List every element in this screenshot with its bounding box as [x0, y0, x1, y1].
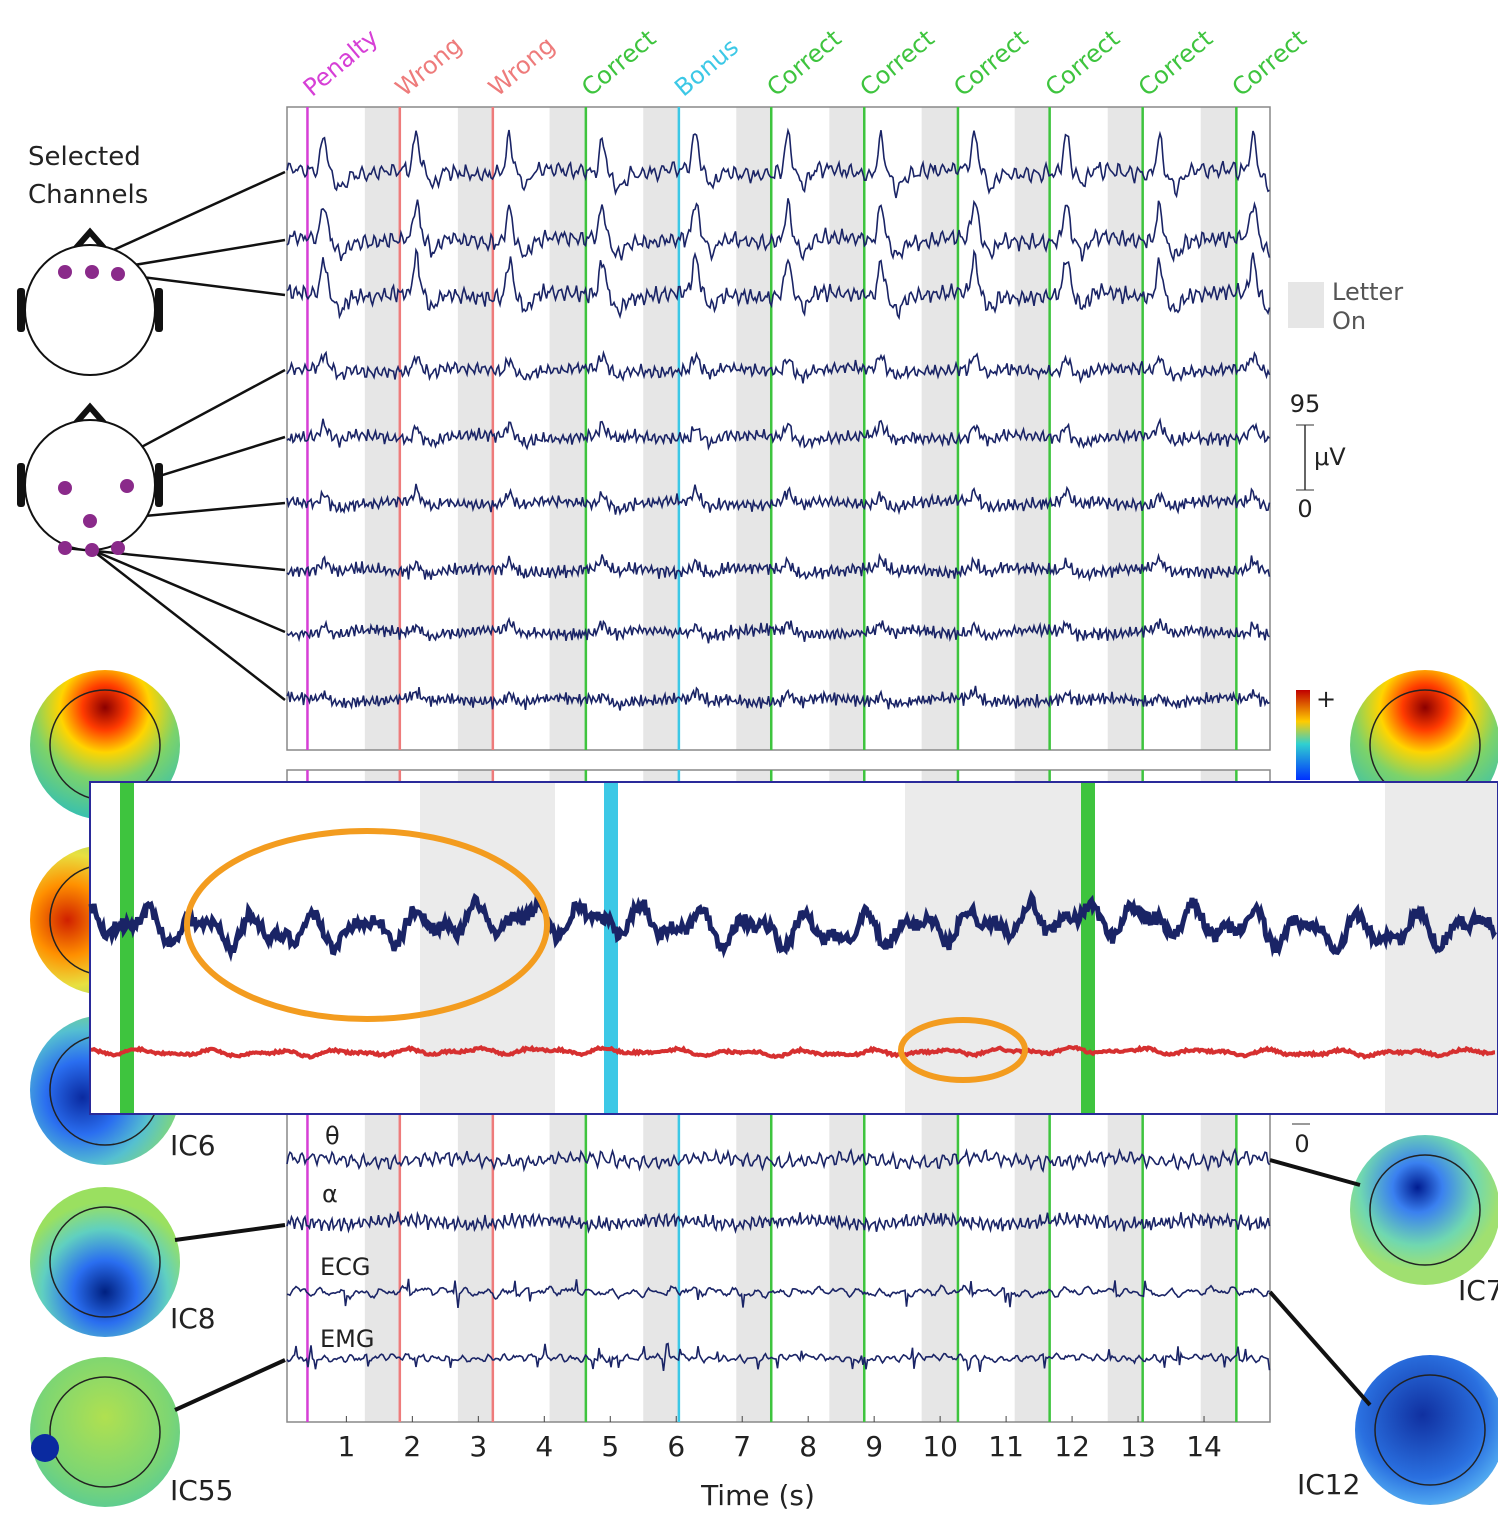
x-tick-label: 3 — [469, 1430, 487, 1463]
x-tick-label: 9 — [865, 1430, 883, 1463]
inset-event — [604, 783, 618, 1113]
x-tick-label: 2 — [403, 1430, 421, 1463]
trace-label: EMG — [320, 1325, 374, 1353]
x-tick-label: 14 — [1186, 1430, 1222, 1463]
colorbar — [1296, 690, 1310, 780]
letter-on-band — [550, 107, 586, 750]
event-label: Correct — [855, 24, 940, 102]
trace-label: θ — [325, 1122, 340, 1150]
scale-unit: μV — [1314, 443, 1346, 471]
x-tick-label: 7 — [733, 1430, 751, 1463]
letter-on-band — [736, 107, 771, 750]
x-tick-label: 6 — [667, 1430, 685, 1463]
x-tick-label: 10 — [922, 1430, 958, 1463]
head-ear — [155, 463, 163, 507]
event-label: Wrong — [483, 31, 560, 102]
component-map — [1350, 1135, 1498, 1285]
inset-event — [120, 783, 134, 1113]
x-tick-label: 5 — [601, 1430, 619, 1463]
component-label: IC12 — [1297, 1468, 1360, 1501]
event-label: Correct — [1040, 24, 1125, 102]
event-label: Penalty — [298, 24, 384, 102]
component-leader — [1270, 1292, 1370, 1405]
event-label: Correct — [948, 24, 1033, 102]
event-label: Correct — [1227, 24, 1312, 102]
inset-band — [420, 783, 555, 1113]
channel-dot — [58, 265, 72, 279]
scale-bottom-label: 0 — [1294, 1130, 1309, 1158]
channel-dot — [111, 541, 125, 555]
chart: + PenaltyWrongWrongCorrectBonusCorrectCo… — [0, 0, 1498, 1517]
channel-dot — [111, 267, 125, 281]
x-tick-label: 8 — [799, 1430, 817, 1463]
component-map — [30, 1187, 180, 1337]
inset-frame — [90, 782, 1497, 1114]
letter-on-band — [365, 107, 400, 750]
head — [25, 245, 155, 375]
x-tick-label: 11 — [988, 1430, 1024, 1463]
head-ear — [155, 288, 163, 332]
event-label: Bonus — [669, 33, 744, 102]
letter-on-band — [1108, 107, 1143, 750]
head-ear — [17, 463, 25, 507]
component-blob — [31, 1434, 59, 1462]
channel-dot — [120, 479, 134, 493]
component-label: IC7 — [1458, 1274, 1498, 1307]
component-leader — [1270, 1160, 1360, 1185]
trace-label: α — [322, 1180, 338, 1208]
letter-on-band — [458, 107, 493, 750]
channel-dot — [83, 514, 97, 528]
legend-label: Letter On — [1332, 278, 1442, 336]
event-label: Wrong — [390, 31, 467, 102]
x-tick-label: 12 — [1054, 1430, 1090, 1463]
head — [25, 420, 155, 550]
x-tick-label: 1 — [337, 1430, 355, 1463]
channel-dot — [85, 543, 99, 557]
x-axis-label: Time (s) — [700, 1479, 815, 1512]
x-tick-label: 13 — [1120, 1430, 1156, 1463]
letter-on-band — [1015, 107, 1050, 750]
component-label: IC8 — [170, 1302, 216, 1335]
legend-swatch — [1288, 282, 1324, 328]
head-ear — [17, 288, 25, 332]
colorbar-label: + — [1316, 685, 1336, 713]
letter-on-band — [922, 107, 958, 750]
letter-on-band — [643, 107, 679, 750]
component-label: IC6 — [170, 1129, 216, 1162]
letter-on-band — [829, 107, 864, 750]
component-leader — [175, 1360, 285, 1410]
channel-dot — [58, 481, 72, 495]
component-map — [1355, 1355, 1498, 1505]
channel-dot — [85, 265, 99, 279]
x-tick-label: 4 — [535, 1430, 553, 1463]
event-label: Correct — [762, 24, 847, 102]
scale-bottom-label: 0 — [1297, 495, 1312, 523]
component-map — [30, 1357, 180, 1507]
channel-leader — [92, 550, 285, 632]
selected-channels-label: Selected Channels — [28, 138, 178, 214]
scale-top-label: 95 — [1290, 390, 1321, 418]
component-leader — [175, 1225, 285, 1240]
trace-label: ECG — [320, 1253, 371, 1281]
letter-on-band — [1201, 107, 1237, 750]
inset-band — [905, 783, 1085, 1113]
component-label: IC55 — [170, 1474, 233, 1507]
event-label: Correct — [1133, 24, 1218, 102]
inset — [90, 782, 1497, 1114]
event-label: Correct — [576, 24, 661, 102]
channel-dot — [58, 541, 72, 555]
inset-event — [1081, 783, 1095, 1113]
